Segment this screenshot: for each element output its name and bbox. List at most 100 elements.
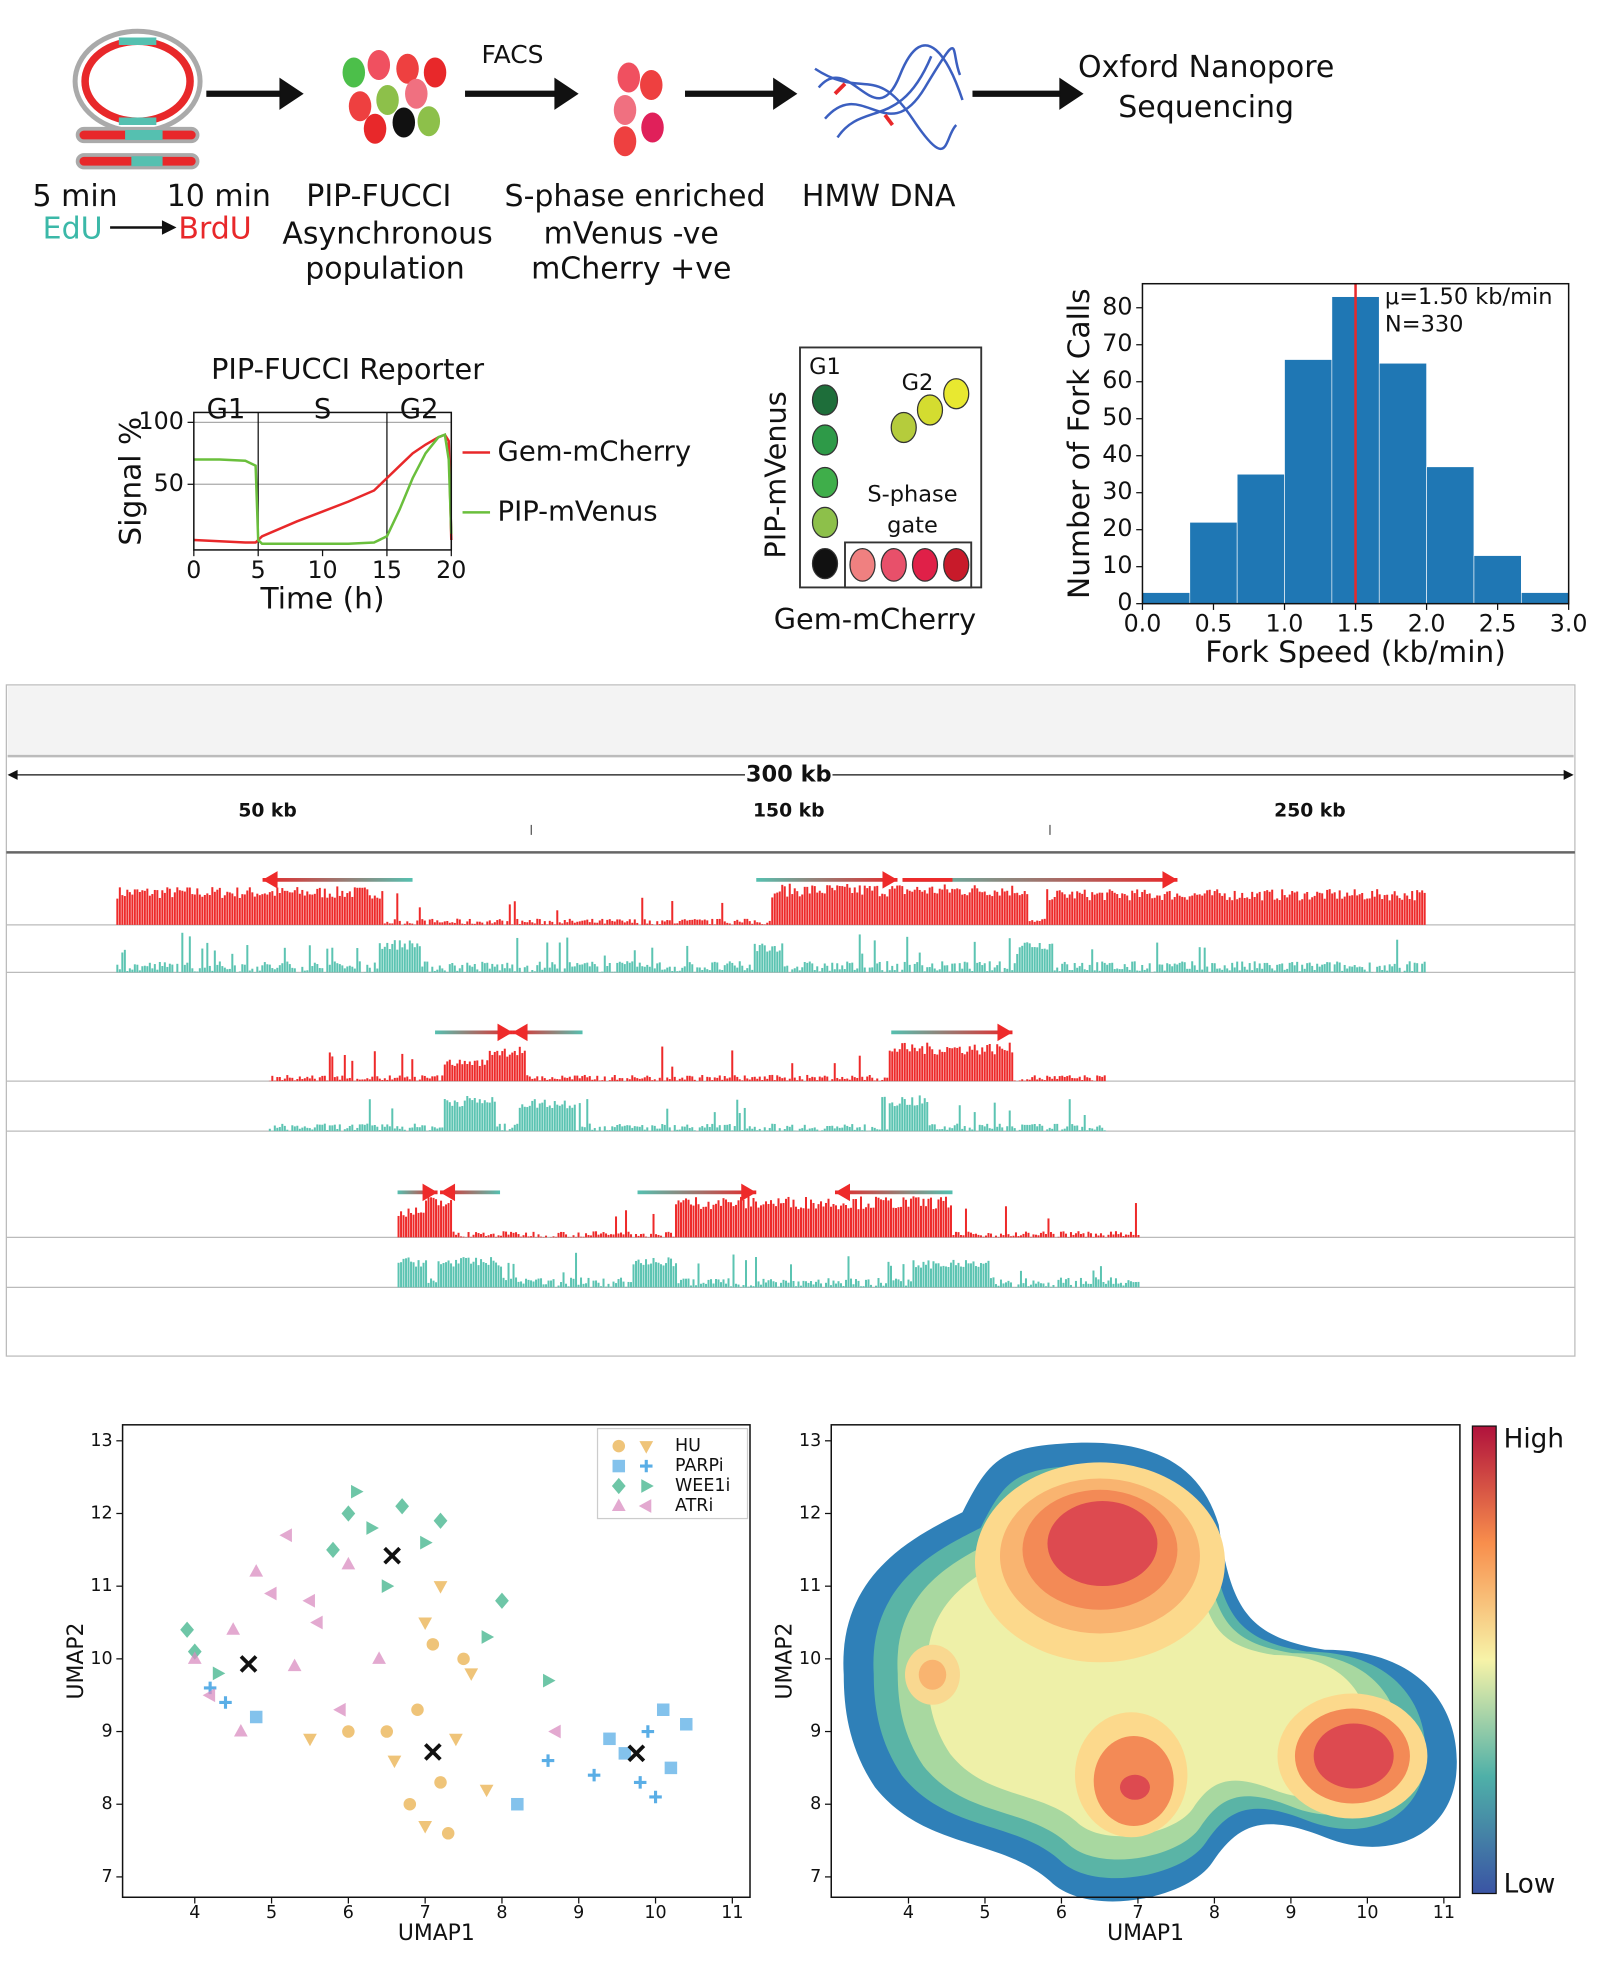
signal-bar [586, 962, 589, 973]
signal-bar [496, 1126, 499, 1132]
signal-bar [545, 1284, 548, 1288]
signal-bar [897, 1279, 900, 1288]
signal-bar [1206, 890, 1209, 925]
legend-label: PIP-mVenus [498, 495, 658, 527]
signal-bar [923, 890, 926, 925]
signal-bar [873, 1080, 876, 1082]
signal-bar [615, 1283, 618, 1288]
signal-bar [722, 1198, 725, 1238]
signal-bar [814, 1208, 817, 1238]
signal-bar [196, 971, 199, 973]
signal-bar [978, 891, 981, 925]
signal-bar [141, 890, 144, 925]
signal-bar [1046, 1075, 1049, 1082]
signal-bar [1064, 1233, 1067, 1238]
signal-bar [1086, 1130, 1089, 1132]
signal-bar [522, 1235, 525, 1238]
signal-bar [956, 1123, 959, 1132]
signal-bar [836, 885, 839, 925]
signal-bar [383, 1126, 386, 1132]
signal-bar [1316, 963, 1319, 973]
signal-bar [1228, 970, 1231, 973]
signal-bar [546, 1106, 549, 1132]
signal-bar [675, 1263, 678, 1288]
signal-bar [731, 962, 734, 973]
signal-bar [412, 1262, 415, 1288]
signal-bar [536, 1107, 539, 1132]
signal-bar [993, 967, 996, 973]
signal-bar [538, 1103, 541, 1132]
signal-bar [901, 1043, 904, 1082]
signal-bar [358, 1124, 361, 1132]
signal-bar [498, 919, 501, 925]
signal-bar [883, 971, 886, 973]
signal-bar [548, 1105, 551, 1132]
signal-bar [576, 1075, 579, 1082]
signal-bar [668, 920, 671, 925]
signal-bar [932, 1261, 935, 1288]
signal-bar [118, 887, 121, 925]
signal-bar [143, 890, 146, 925]
signal-bar [637, 1235, 640, 1238]
signal-bar [388, 949, 391, 973]
signal-bar [736, 1099, 739, 1132]
signal-bar [635, 1260, 638, 1288]
signal-bar [700, 1283, 703, 1288]
signal-bar [938, 888, 941, 925]
signal-bar [301, 1127, 304, 1132]
signal-bar [146, 888, 149, 925]
signal-bar [776, 1075, 779, 1082]
signal-bar [568, 1105, 571, 1132]
signal-bar [1353, 965, 1356, 973]
signal-bar [1096, 1126, 1099, 1132]
fork-arrowhead [741, 1183, 757, 1202]
signal-bar [517, 1281, 520, 1288]
signal-bar [1386, 894, 1389, 925]
signal-bar [913, 963, 916, 973]
signal-bar [908, 964, 911, 973]
signal-bar [901, 886, 904, 925]
signal-bar [487, 1235, 490, 1238]
signal-bar [761, 1080, 764, 1082]
signal-bar [386, 942, 389, 973]
signal-bar [765, 1282, 768, 1288]
signal-bar [963, 1054, 966, 1082]
signal-bar [627, 1281, 630, 1288]
signal-bar [778, 1076, 781, 1082]
signal-bar [977, 1234, 980, 1238]
signal-bar [683, 919, 686, 925]
fork-arrow [435, 1030, 513, 1035]
signal-bar [843, 886, 846, 925]
signal-bar [1028, 921, 1031, 925]
signal-bar [768, 950, 771, 973]
signal-bar [703, 919, 706, 925]
signal-bar [822, 1206, 825, 1238]
signal-bar [1069, 1284, 1072, 1288]
signal-bar [846, 1078, 849, 1082]
signal-bar [528, 920, 531, 925]
signal-bar [206, 942, 209, 973]
signal-bar [683, 1079, 686, 1082]
signal-bar [909, 1281, 912, 1288]
signal-bar [1037, 1235, 1040, 1238]
y-tick-label: 20 [1102, 514, 1132, 542]
signal-bar [691, 919, 694, 925]
signal-bar [1313, 969, 1316, 973]
signal-bar [533, 971, 536, 973]
signal-bar [1037, 1281, 1040, 1288]
x-tick-label: 11 [721, 1903, 743, 1923]
signal-bar [771, 1123, 774, 1132]
signal-bar [573, 1104, 576, 1132]
signal-bar [497, 1235, 500, 1238]
signal-bar [481, 1059, 484, 1082]
signal-bar [276, 887, 279, 925]
signal-bar [602, 1232, 605, 1238]
signal-bar [781, 884, 784, 925]
signal-bar [917, 1265, 920, 1288]
signal-bar [777, 1198, 780, 1238]
signal-bar [333, 1124, 336, 1132]
signal-bar [770, 1279, 773, 1288]
signal-bar [645, 1259, 648, 1288]
signal-bar [1408, 961, 1411, 973]
signal-bar [1413, 962, 1416, 973]
